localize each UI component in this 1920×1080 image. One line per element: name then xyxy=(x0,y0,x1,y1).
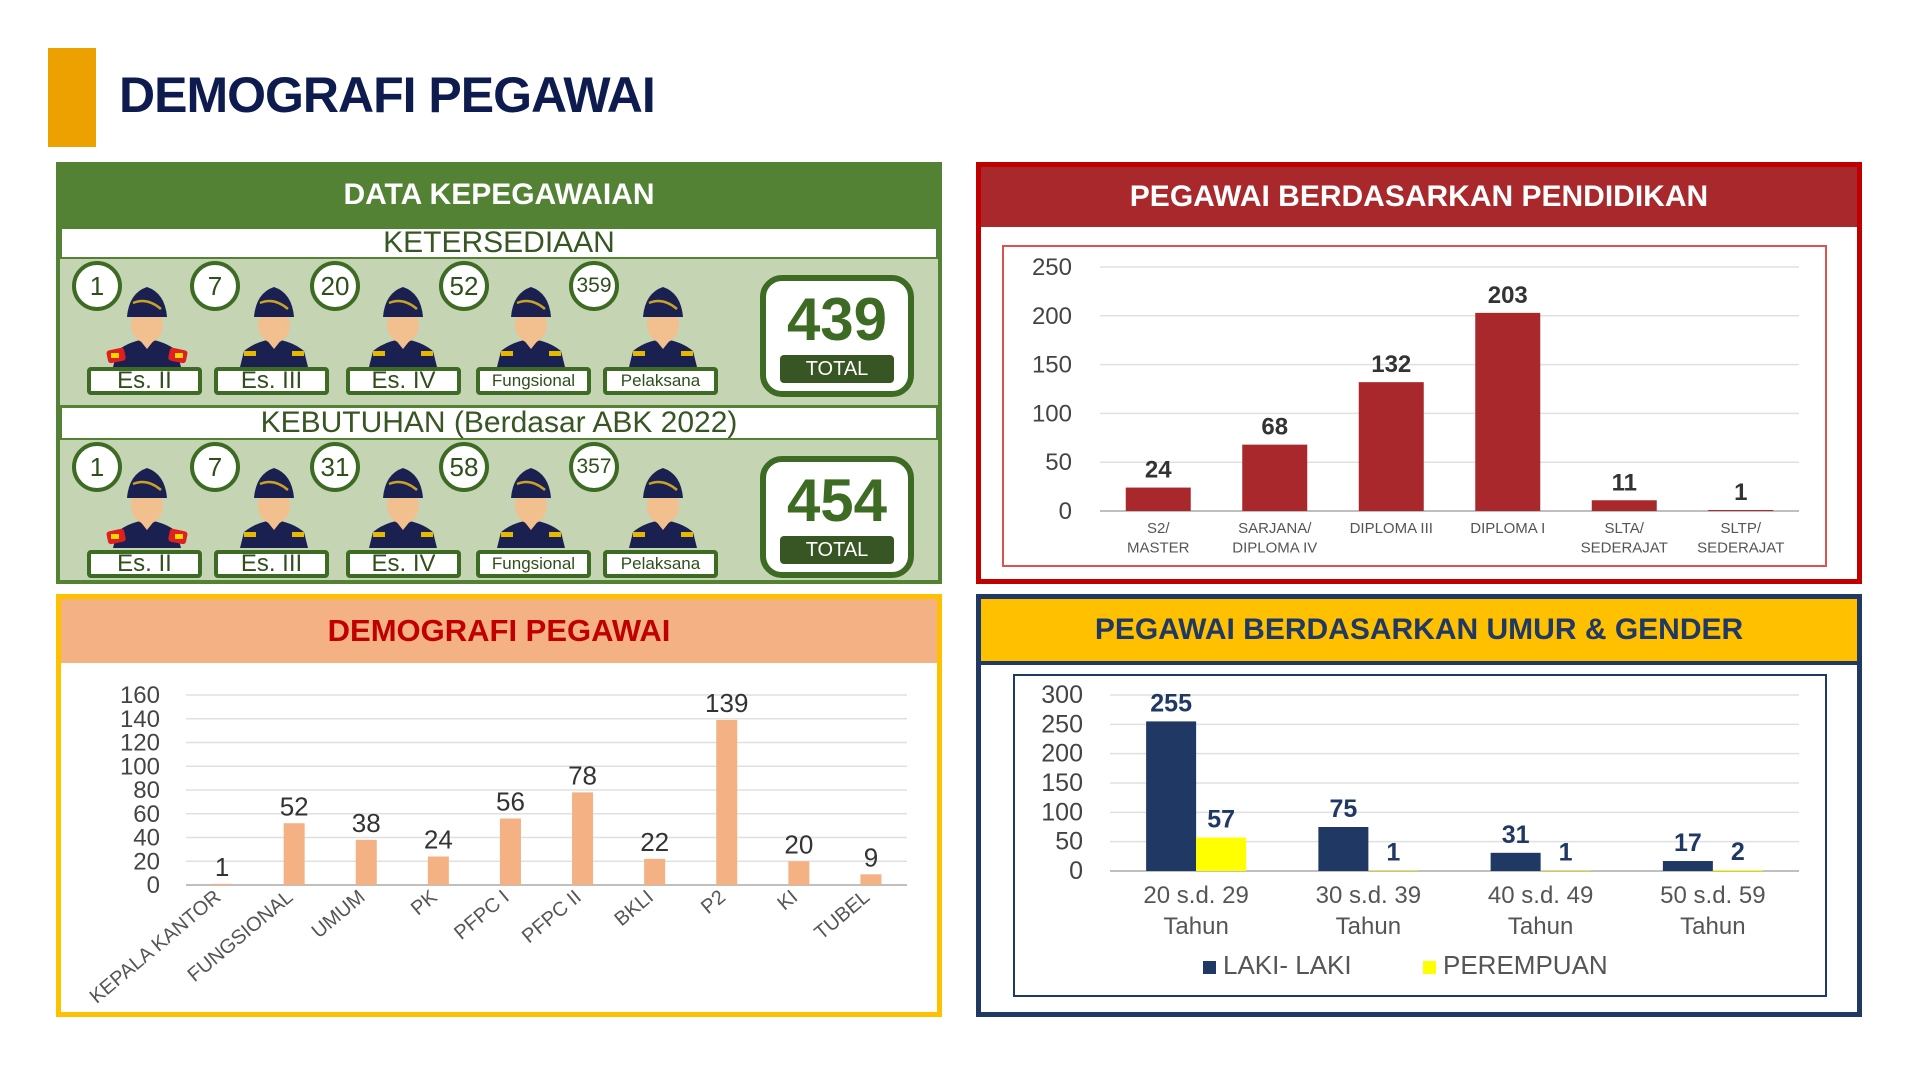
position-label: Es. II xyxy=(87,550,202,578)
position-label: Es. IV xyxy=(346,367,461,395)
position-label: Pelaksana xyxy=(603,367,718,395)
position-label: Es. IV xyxy=(346,550,461,578)
kebutuhan-heading: KEBUTUHAN (Berdasar ABK 2022) xyxy=(62,408,936,438)
title-accent-bar xyxy=(48,48,96,147)
count-badge: 52 xyxy=(439,261,489,311)
panel-title: PEGAWAI BERDASARKAN PENDIDIKAN xyxy=(981,167,1857,227)
pendidikan-panel: PEGAWAI BERDASARKAN PENDIDIKAN xyxy=(976,162,1862,584)
total-value: 439 xyxy=(786,286,888,353)
position-label: Pelaksana xyxy=(603,550,718,578)
page-title: DEMOGRAFI PEGAWAI xyxy=(119,67,656,123)
position-label: Es. II xyxy=(87,367,202,395)
total-label: TOTAL xyxy=(780,536,894,564)
kebutuhan-row: 1 Es. II 7 Es. III 31 Es. IV 58 Fungsional 3… xyxy=(60,440,938,580)
officer-icon xyxy=(483,468,579,548)
total-label: TOTAL xyxy=(780,355,894,383)
officer-icon xyxy=(615,287,711,367)
umur-gender-panel: PEGAWAI BERDASARKAN UMUR & GENDER xyxy=(976,594,1862,1017)
officer-icon xyxy=(483,287,579,367)
count-badge: 1 xyxy=(72,261,122,311)
panel-title: PEGAWAI BERDASARKAN UMUR & GENDER xyxy=(981,599,1857,665)
ketersediaan-row: 1 Es. II 7 Es. III 20 Es. IV 52 Fungsional 3… xyxy=(60,259,938,405)
position-label: Fungsional xyxy=(476,550,591,578)
officer-icon xyxy=(99,287,195,367)
position-label: Es. III xyxy=(214,550,329,578)
count-badge: 1 xyxy=(72,442,122,492)
position-label: Fungsional xyxy=(476,367,591,395)
count-badge: 58 xyxy=(439,442,489,492)
count-badge: 359 xyxy=(569,261,619,311)
panel-title: DATA KEPEGAWAIAN xyxy=(343,178,655,211)
data-kepegawaian-panel: DATA KEPEGAWAIAN KETERSEDIAAN 1 Es. II 7 E… xyxy=(56,162,942,584)
panel-title: DEMOGRAFI PEGAWAI xyxy=(61,599,937,663)
officer-icon xyxy=(355,468,451,548)
total-box: 454 TOTAL xyxy=(760,456,914,578)
chart-area xyxy=(1013,674,1827,997)
total-box: 439 TOTAL xyxy=(760,275,914,397)
total-value: 454 xyxy=(786,467,888,534)
count-badge: 31 xyxy=(310,442,360,492)
position-label: Es. III xyxy=(214,367,329,395)
officer-icon xyxy=(99,468,195,548)
officer-icon xyxy=(226,287,322,367)
count-badge: 7 xyxy=(190,261,240,311)
ketersediaan-heading: KETERSEDIAAN xyxy=(62,228,936,258)
officer-icon xyxy=(355,287,451,367)
officer-icon xyxy=(226,468,322,548)
demografi-panel: DEMOGRAFI PEGAWAI xyxy=(56,594,942,1017)
officer-icon xyxy=(615,468,711,548)
chart-area xyxy=(1002,245,1827,567)
count-badge: 357 xyxy=(569,442,619,492)
count-badge: 7 xyxy=(190,442,240,492)
count-badge: 20 xyxy=(310,261,360,311)
